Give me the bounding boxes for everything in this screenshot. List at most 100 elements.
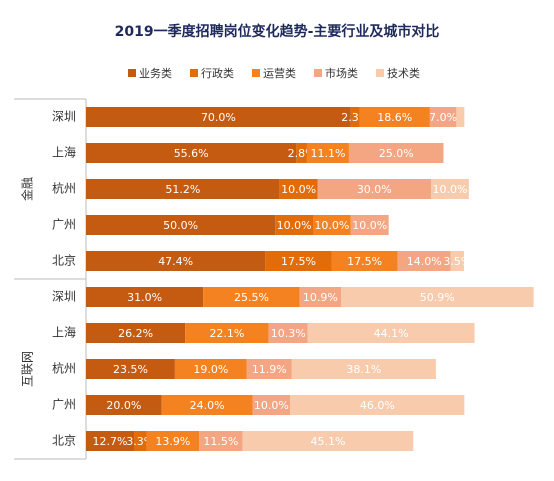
- value-label: 13.9%: [155, 435, 190, 448]
- legend-label: 技术类: [387, 66, 420, 80]
- category-label: 杭州: [52, 181, 76, 196]
- value-label: 55.6%: [174, 147, 209, 160]
- bar-segment: [456, 107, 465, 127]
- bar-segment: [290, 395, 465, 415]
- value-label: 51.2%: [165, 183, 200, 196]
- value-label: 46.0%: [360, 399, 395, 412]
- legend-label: 运营类: [263, 66, 296, 80]
- bar-segment: [86, 107, 351, 127]
- bar-segment: [86, 287, 204, 307]
- bar-segment: [359, 107, 430, 127]
- category-label: 广州: [52, 218, 76, 232]
- legend-swatch: [190, 69, 198, 77]
- value-label: 17.5%: [281, 255, 316, 268]
- bar-segment: [86, 323, 186, 343]
- bar-segment: [86, 215, 276, 235]
- bar-segment: [397, 251, 451, 271]
- bar-segment: [296, 143, 307, 163]
- bar-segment: [348, 143, 444, 163]
- group-label: 互联网: [21, 351, 35, 387]
- bar-segment: [86, 359, 175, 379]
- value-label: 31.0%: [127, 291, 162, 304]
- value-label: 23.5%: [113, 363, 148, 376]
- value-label: 25.5%: [234, 291, 269, 304]
- bar-segment: [246, 359, 292, 379]
- value-label: 24.0%: [190, 399, 225, 412]
- bar-segment: [242, 431, 414, 451]
- category-label: 北京: [52, 254, 76, 268]
- category-label: 上海: [52, 145, 76, 160]
- legend-label: 业务类: [139, 66, 172, 80]
- value-label: 17.5%: [347, 255, 382, 268]
- bar-segment: [291, 359, 436, 379]
- bar-segment: [279, 179, 318, 199]
- bar-segment: [265, 251, 332, 271]
- legend-swatch: [376, 69, 384, 77]
- value-label: 11.5%: [203, 435, 238, 448]
- value-label: 50.0%: [163, 219, 198, 232]
- bar-segment: [203, 287, 300, 307]
- value-label: 47.4%: [158, 255, 193, 268]
- value-label: 3.5%: [443, 255, 471, 268]
- value-label: 10.0%: [254, 399, 289, 412]
- value-label: 44.1%: [374, 327, 409, 340]
- chart-title: 2019一季度招聘岗位变化趋势-主要行业及城市对比: [115, 23, 440, 40]
- value-label: 10.0%: [277, 219, 312, 232]
- bar-segment: [299, 287, 341, 307]
- legend-swatch: [252, 69, 260, 77]
- value-label: 10.9%: [303, 291, 338, 304]
- value-label: 25.0%: [379, 147, 414, 160]
- bar-segment: [86, 395, 162, 415]
- bar-segment: [275, 215, 313, 235]
- value-label: 20.0%: [106, 399, 141, 412]
- bar-segment: [306, 143, 349, 163]
- bar-segment: [86, 251, 266, 271]
- value-label: 11.9%: [252, 363, 287, 376]
- bar-segment: [313, 215, 351, 235]
- bar-segment: [134, 431, 147, 451]
- bar-segment: [86, 179, 280, 199]
- bar-segment: [340, 287, 534, 307]
- category-label: 上海: [52, 325, 76, 340]
- bar-segment: [86, 143, 297, 163]
- bar-segment: [450, 251, 464, 271]
- value-label: 45.1%: [310, 435, 345, 448]
- bar-segment: [350, 215, 389, 235]
- value-label: 10.0%: [281, 183, 316, 196]
- bar-segment: [161, 395, 253, 415]
- bar-segment: [268, 323, 308, 343]
- value-label: 22.1%: [209, 327, 244, 340]
- bar-segment: [350, 107, 360, 127]
- value-label: 30.0%: [357, 183, 392, 196]
- value-label: 18.6%: [377, 111, 412, 124]
- bar-segment: [431, 179, 469, 199]
- bar-segment: [331, 251, 398, 271]
- group-label: 金融: [20, 177, 35, 201]
- bar-segment: [86, 431, 135, 451]
- value-label: 10.0%: [432, 183, 467, 196]
- value-label: 10.0%: [352, 219, 387, 232]
- value-label: 10.3%: [271, 327, 306, 340]
- value-label: 26.2%: [118, 327, 153, 340]
- value-label: 38.1%: [346, 363, 381, 376]
- bar-segment: [199, 431, 243, 451]
- value-label: 11.1%: [310, 147, 345, 160]
- bar-segment: [174, 359, 247, 379]
- value-label: 10.0%: [314, 219, 349, 232]
- value-label: 19.0%: [193, 363, 228, 376]
- category-label: 广州: [52, 398, 76, 412]
- bar-segment: [317, 179, 432, 199]
- value-label: 50.9%: [420, 291, 455, 304]
- value-label: 7.0%: [429, 111, 457, 124]
- legend-swatch: [128, 69, 136, 77]
- value-label: 12.7%: [93, 435, 128, 448]
- category-label: 杭州: [52, 361, 76, 376]
- bar-segment: [252, 395, 291, 415]
- legend-swatch: [314, 69, 322, 77]
- bar-segment: [429, 107, 457, 127]
- category-label: 北京: [52, 434, 76, 448]
- category-label: 深圳: [52, 110, 76, 124]
- bar-segment: [146, 431, 200, 451]
